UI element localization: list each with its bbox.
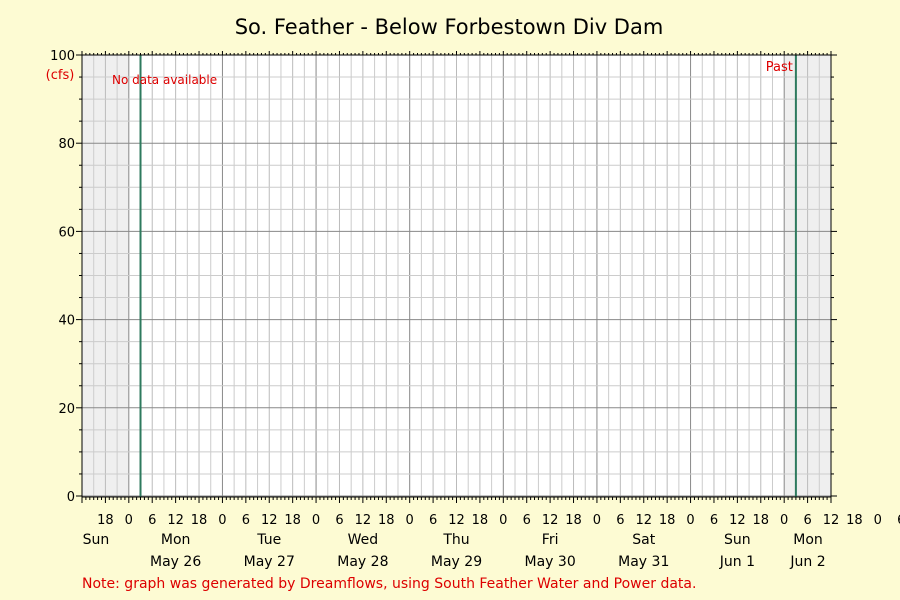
x-weekday-label: Thu bbox=[442, 532, 469, 548]
x-tick-label: 6 bbox=[148, 513, 156, 528]
x-date-label: May 28 bbox=[337, 554, 388, 570]
x-tick-label: 12 bbox=[729, 513, 746, 528]
marker-label: Past bbox=[766, 60, 793, 75]
x-date-label: May 27 bbox=[244, 554, 295, 570]
y-tick-label: 20 bbox=[58, 402, 75, 417]
x-tick-label: 12 bbox=[355, 513, 372, 528]
x-date-label: Jun 2 bbox=[789, 554, 825, 570]
x-tick-label: 0 bbox=[874, 513, 882, 528]
x-tick-label: 12 bbox=[261, 513, 278, 528]
x-weekday-label: Sun bbox=[724, 532, 751, 548]
x-date-label: Jun 1 bbox=[719, 554, 755, 570]
x-tick-label: 0 bbox=[125, 513, 133, 528]
x-tick-label: 12 bbox=[823, 513, 840, 528]
x-date-label: May 26 bbox=[150, 554, 201, 570]
x-tick-label: 0 bbox=[312, 513, 320, 528]
x-tick-label: 18 bbox=[846, 513, 863, 528]
x-weekday-label: Sat bbox=[632, 532, 655, 548]
x-weekday-label: Tue bbox=[256, 532, 281, 548]
x-tick-label: 6 bbox=[242, 513, 250, 528]
y-tick-label: 100 bbox=[50, 49, 75, 64]
x-tick-label: 12 bbox=[542, 513, 559, 528]
y-tick-label: 0 bbox=[67, 490, 75, 505]
x-tick-label: 0 bbox=[686, 513, 694, 528]
x-tick-label: 18 bbox=[753, 513, 770, 528]
x-tick-label: 0 bbox=[406, 513, 414, 528]
x-tick-label: 0 bbox=[593, 513, 601, 528]
x-tick-label: 6 bbox=[897, 513, 900, 528]
x-weekday-label: Sun bbox=[83, 532, 110, 548]
y-tick-label: 40 bbox=[58, 314, 75, 329]
x-tick-label: 6 bbox=[523, 513, 531, 528]
x-tick-label: 18 bbox=[565, 513, 582, 528]
x-tick-label: 6 bbox=[616, 513, 624, 528]
x-tick-label: 18 bbox=[97, 513, 114, 528]
x-tick-label: 12 bbox=[448, 513, 465, 528]
x-weekday-label: Mon bbox=[161, 532, 191, 548]
y-tick-label: 60 bbox=[58, 225, 75, 240]
footer-note: Note: graph was generated by Dreamflows,… bbox=[82, 576, 696, 592]
x-tick-label: 18 bbox=[284, 513, 301, 528]
x-tick-label: 18 bbox=[659, 513, 676, 528]
no-data-annotation: No data available bbox=[112, 73, 217, 87]
x-date-label: May 29 bbox=[431, 554, 482, 570]
x-tick-label: 6 bbox=[335, 513, 343, 528]
y-unit-label: (cfs) bbox=[46, 68, 75, 83]
x-tick-label: 0 bbox=[780, 513, 788, 528]
x-tick-label: 18 bbox=[472, 513, 489, 528]
x-weekday-label: Mon bbox=[793, 532, 823, 548]
x-tick-label: 18 bbox=[378, 513, 395, 528]
x-tick-label: 18 bbox=[191, 513, 208, 528]
x-date-label: May 30 bbox=[525, 554, 576, 570]
x-tick-label: 6 bbox=[803, 513, 811, 528]
x-weekday-label: Wed bbox=[348, 532, 379, 548]
x-tick-label: 12 bbox=[167, 513, 184, 528]
chart-title: So. Feather - Below Forbestown Div Dam bbox=[235, 15, 664, 39]
x-tick-label: 6 bbox=[710, 513, 718, 528]
y-tick-label: 80 bbox=[58, 137, 75, 152]
x-tick-label: 12 bbox=[635, 513, 652, 528]
x-tick-label: 6 bbox=[429, 513, 437, 528]
x-tick-label: 0 bbox=[218, 513, 226, 528]
x-weekday-label: Fri bbox=[542, 532, 559, 548]
x-tick-label: 0 bbox=[499, 513, 507, 528]
x-date-label: May 31 bbox=[618, 554, 669, 570]
